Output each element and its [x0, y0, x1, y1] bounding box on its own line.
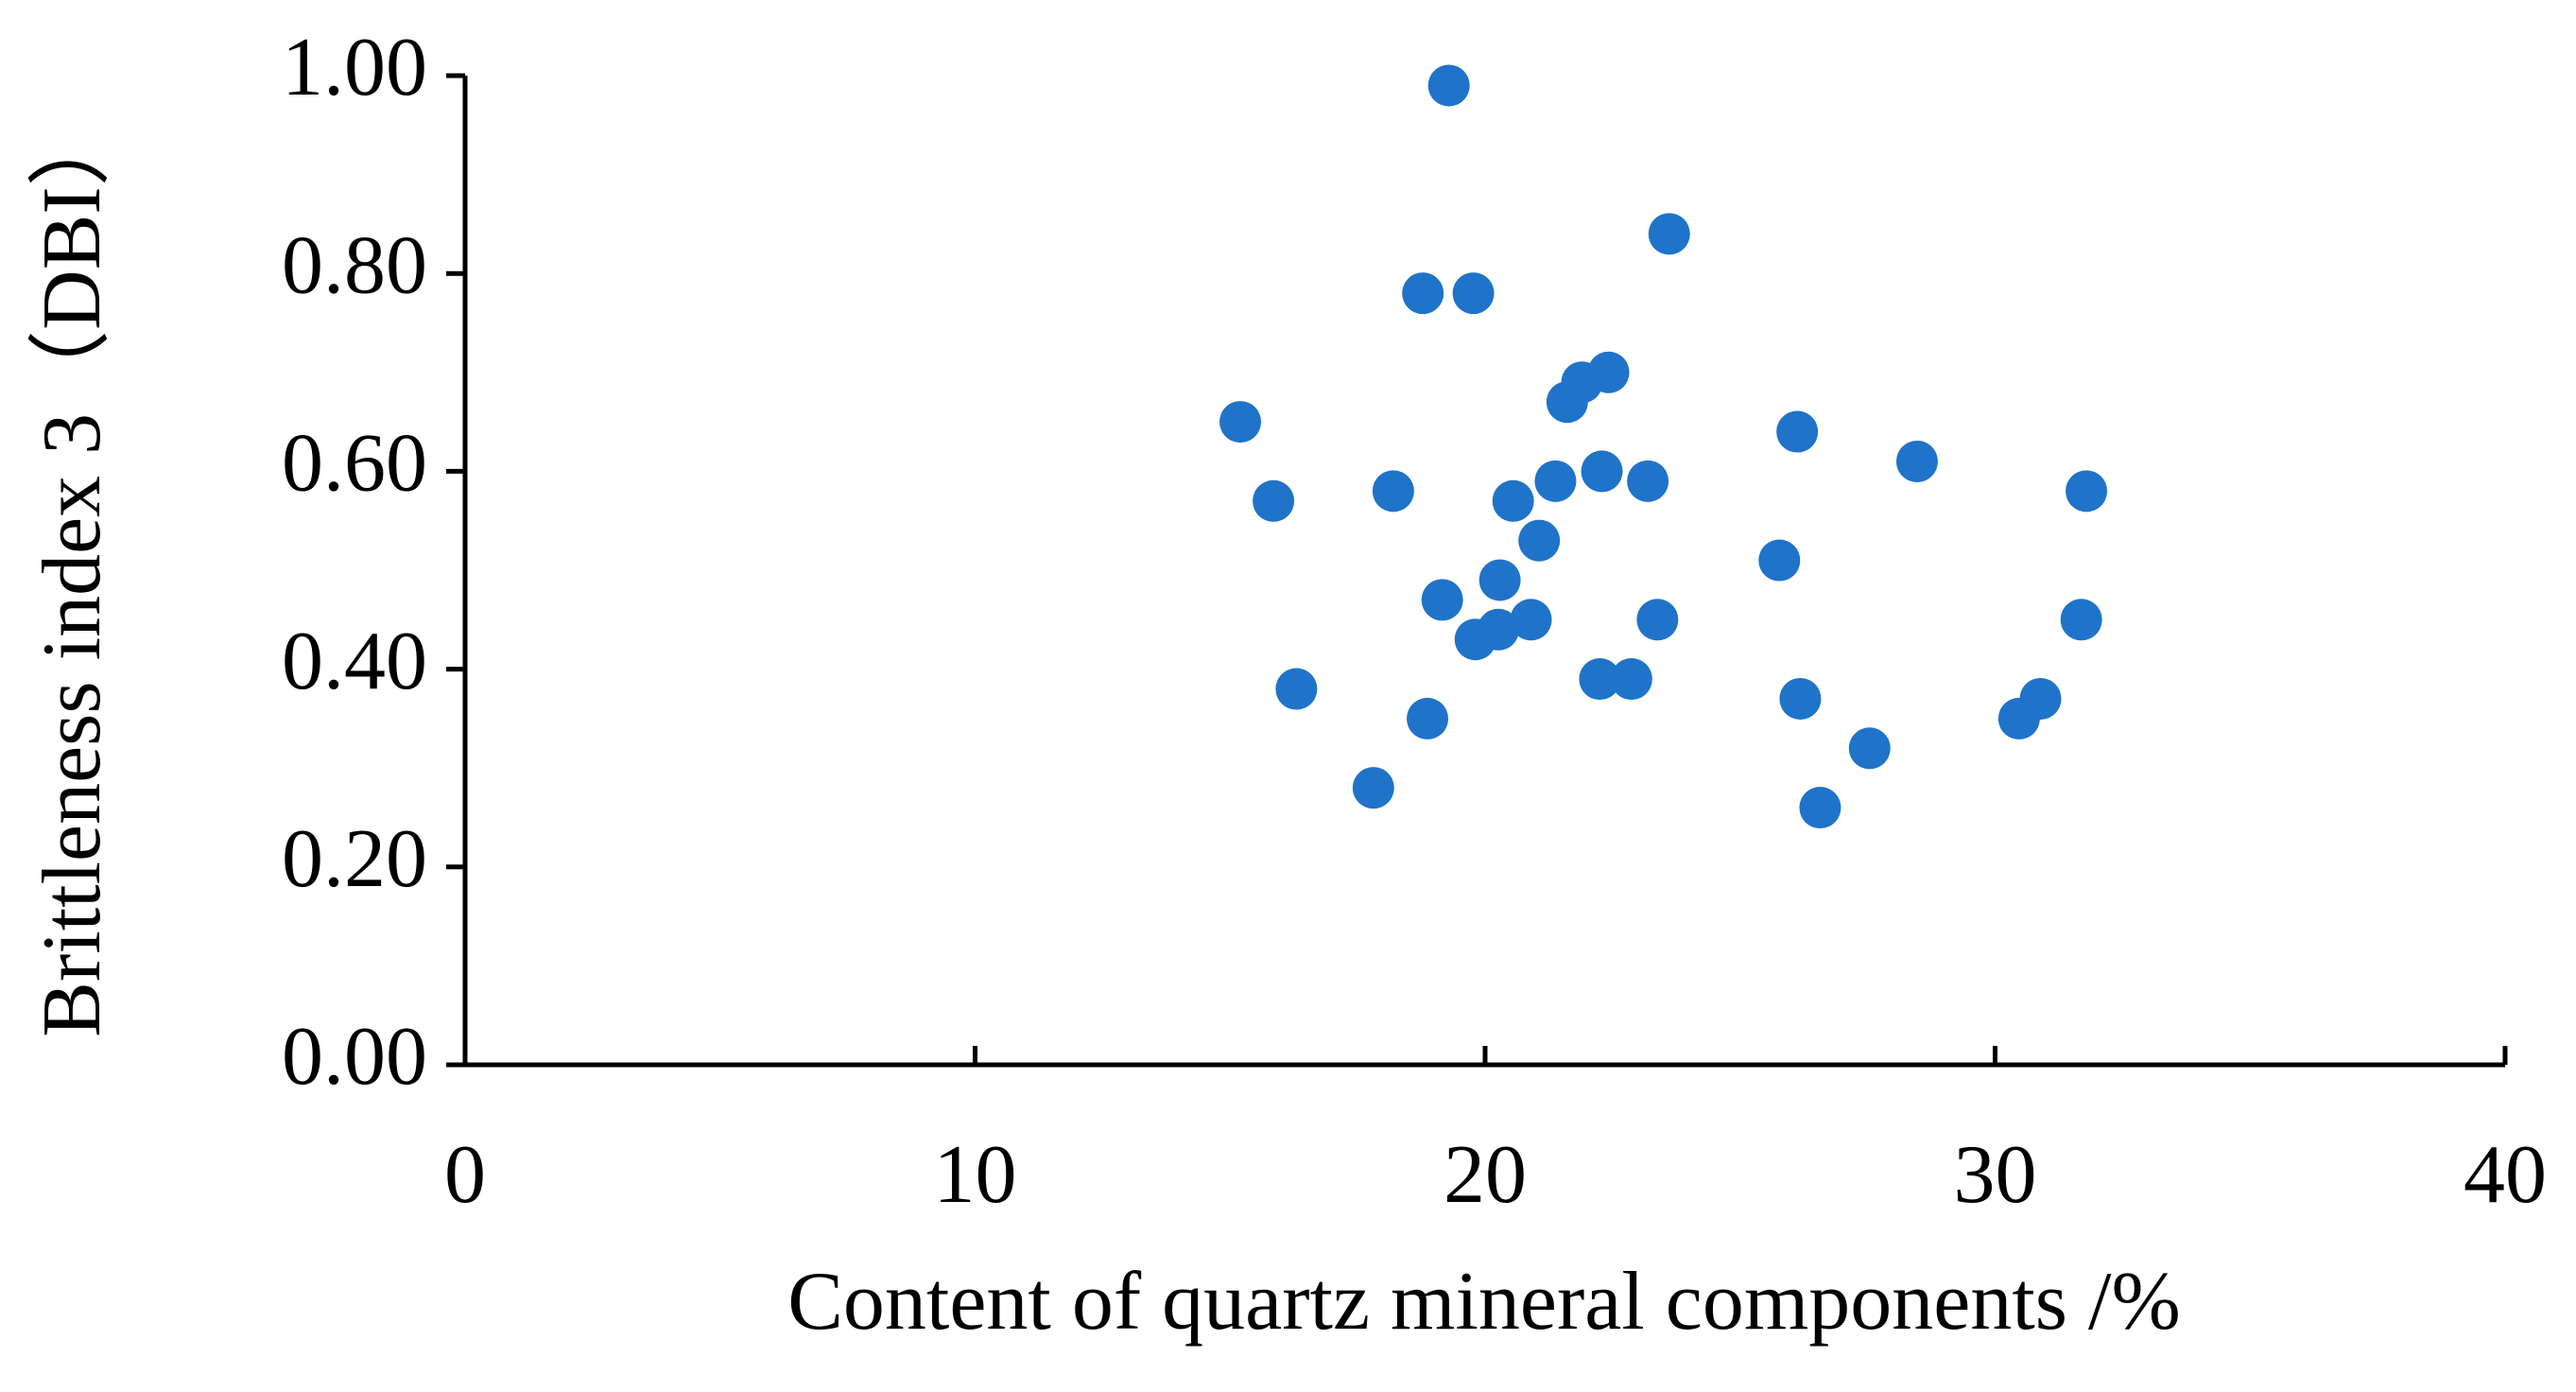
- point: [1352, 767, 1394, 809]
- point: [1779, 677, 1822, 720]
- point: [1219, 401, 1262, 444]
- point: [1492, 479, 1534, 522]
- x-tick-label: 10: [934, 1129, 1017, 1221]
- point: [1275, 668, 1318, 710]
- point: [1454, 618, 1496, 661]
- point: [1648, 213, 1690, 255]
- point: [2060, 599, 2102, 641]
- point: [1848, 727, 1891, 770]
- y-tick-label: 0.20: [282, 813, 427, 905]
- point: [2066, 470, 2108, 513]
- point: [1546, 381, 1588, 424]
- x-tick-label: 30: [1954, 1129, 2037, 1221]
- point: [1421, 579, 1463, 621]
- point: [1253, 479, 1295, 522]
- y-tick-label: 0.80: [282, 219, 427, 311]
- point: [1758, 539, 1801, 582]
- point: [1776, 410, 1819, 453]
- x-tick-label: 40: [2464, 1129, 2547, 1221]
- point: [1895, 440, 1938, 482]
- y-tick-label: 0.40: [282, 616, 427, 707]
- point: [1427, 64, 1470, 107]
- point: [1579, 658, 1621, 701]
- point: [1402, 272, 1444, 315]
- point: [1799, 787, 1841, 829]
- point: [1407, 697, 1449, 740]
- y-tick-label: 0.00: [282, 1011, 427, 1103]
- point: [1510, 599, 1552, 641]
- y-tick-label: 1.00: [282, 22, 427, 113]
- point: [1452, 272, 1495, 315]
- y-axis-label: Brittleness index 3（DBI）: [26, 103, 118, 1036]
- point: [1610, 658, 1652, 701]
- point: [1534, 460, 1577, 502]
- point: [1997, 697, 2040, 740]
- x-tick-label: 20: [1444, 1129, 1527, 1221]
- point: [1372, 470, 1414, 513]
- point: [1636, 599, 1679, 641]
- point: [1627, 460, 1669, 502]
- point: [1581, 450, 1623, 493]
- y-tick-label: 0.60: [282, 418, 427, 510]
- point: [1518, 519, 1561, 562]
- point: [1478, 559, 1521, 601]
- x-axis-label: Content of quartz mineral components /%: [787, 1256, 2181, 1348]
- x-tick-label: 0: [444, 1129, 486, 1221]
